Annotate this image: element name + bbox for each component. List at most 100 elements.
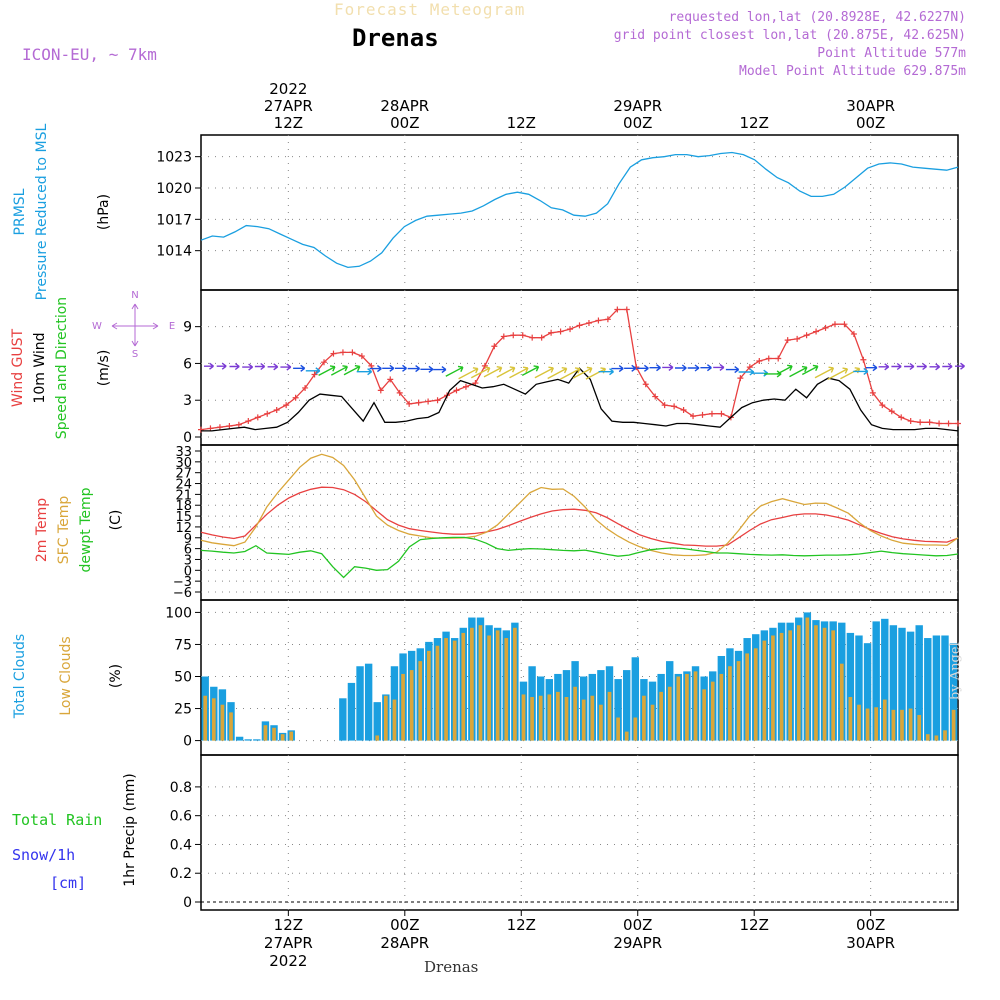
low-cloud-bar (624, 731, 629, 741)
low-cloud-bar (667, 686, 672, 741)
wind-direction-label: Speed and Direction (54, 297, 70, 439)
y-tick-label: 100 (165, 605, 192, 621)
y-tick-label: 12 (175, 521, 192, 536)
y-tick-label: 15 (175, 510, 192, 525)
time-label-top: 2022 (269, 80, 307, 98)
gust-point (765, 355, 772, 362)
low-cloud-bar (599, 704, 603, 741)
wind-direction-arrow (662, 363, 674, 371)
low-cloud-bar (556, 691, 560, 741)
gust-point (737, 375, 744, 382)
low-cloud-bar (710, 681, 715, 741)
wind-direction-arrow (853, 367, 869, 375)
gust-point (358, 353, 365, 360)
gust-point (425, 398, 432, 405)
gust-point (926, 419, 933, 426)
panel-frame (200, 444, 959, 601)
low-cloud-bar (650, 704, 655, 741)
gust-point (794, 335, 801, 342)
panel-frame (200, 134, 959, 291)
gust-point (510, 332, 517, 339)
gust-point (396, 389, 403, 396)
time-label-bottom: 00Z (623, 916, 652, 934)
series-10m-wind (201, 367, 959, 432)
gust-point (813, 328, 820, 335)
time-label-top: 29APR (613, 97, 662, 115)
low-cloud-bar (719, 673, 724, 741)
time-label-bottom: 30APR (846, 934, 895, 952)
station-title: Drenas (352, 24, 439, 52)
low-cloud-bar (745, 653, 749, 741)
gust-point (254, 414, 261, 421)
wind-direction-arrow (369, 365, 382, 373)
gust-point (841, 321, 848, 328)
gust-point (273, 407, 280, 414)
low-cloud-bar (917, 714, 922, 741)
time-label-bottom: 12Z (507, 916, 536, 934)
gust-point (311, 371, 318, 378)
gust-point (917, 419, 924, 426)
y-tick-label: 3 (184, 553, 192, 568)
wind-direction-arrow (687, 364, 700, 372)
wind-unit: (m/s) (96, 350, 112, 387)
y-tick-label: 0 (183, 734, 192, 750)
low-cloud-bar (753, 648, 758, 741)
gust-point (945, 420, 952, 427)
wind-direction-arrow (865, 364, 878, 372)
low-cloud-bar (211, 698, 216, 741)
wind-direction-arrow (801, 364, 819, 376)
gust-point (879, 402, 886, 409)
gust-point (548, 329, 555, 336)
low-cloud-bar (857, 704, 861, 741)
gust-point (775, 355, 782, 362)
gust-point (491, 343, 498, 350)
low-cloud-bar (375, 735, 380, 741)
pressure-label-sub: Pressure Reduced to MSL (34, 123, 50, 300)
low-cloud-bar (392, 699, 397, 741)
y-tick-label: −3 (173, 575, 192, 590)
gust-point (708, 410, 715, 417)
total-cloud-bar (631, 657, 640, 741)
gust-point (718, 410, 725, 417)
wind-direction-arrow (929, 363, 941, 371)
low-cloud-bar (702, 689, 706, 741)
low-cloud-label: Low Clouds (58, 636, 74, 715)
compass-east: E (169, 321, 175, 332)
total-cloud-bar (235, 736, 244, 741)
wind-direction-arrow (330, 365, 349, 376)
gust-point (784, 337, 791, 344)
gust-point (292, 394, 299, 401)
total-cloud-bar (347, 682, 356, 741)
gust-point (585, 319, 592, 326)
wind-direction-arrow (496, 366, 516, 378)
gust-point (756, 357, 763, 364)
gust-point (831, 321, 838, 328)
t2m-label: 2m Temp (34, 498, 50, 562)
gust-point (822, 324, 829, 331)
wind-direction-arrow (789, 365, 808, 378)
time-label-bottom: 29APR (613, 934, 662, 952)
y-tick-label: 9 (184, 532, 192, 547)
time-label-top: 12Z (507, 114, 536, 132)
gust-point (368, 362, 375, 369)
y-tick-label: 1020 (156, 181, 192, 197)
time-label-top: 27APR (264, 97, 313, 115)
low-cloud-bar (693, 671, 698, 741)
wind-direction-arrow (534, 366, 554, 379)
low-cloud-bar (882, 699, 887, 741)
sfc-temp-label: SFC Temp (56, 496, 72, 565)
y-tick-label: 30 (175, 456, 192, 471)
wind-direction-arrow (891, 362, 902, 371)
total-cloud-bar (924, 638, 932, 741)
model-point-altitude: Model Point Altitude 629.875m (739, 64, 966, 79)
snow-label: Snow/1h (12, 846, 75, 864)
wind-direction-arrow (216, 362, 227, 370)
gust-point (264, 410, 271, 417)
panel-precipitation (195, 754, 959, 911)
wind-direction-arrow (840, 367, 861, 380)
low-cloud-bar (229, 712, 233, 741)
low-cloud-bar (779, 632, 784, 741)
gust-point (462, 383, 469, 390)
gust-point (604, 316, 611, 323)
low-cloud-bar (659, 691, 663, 741)
